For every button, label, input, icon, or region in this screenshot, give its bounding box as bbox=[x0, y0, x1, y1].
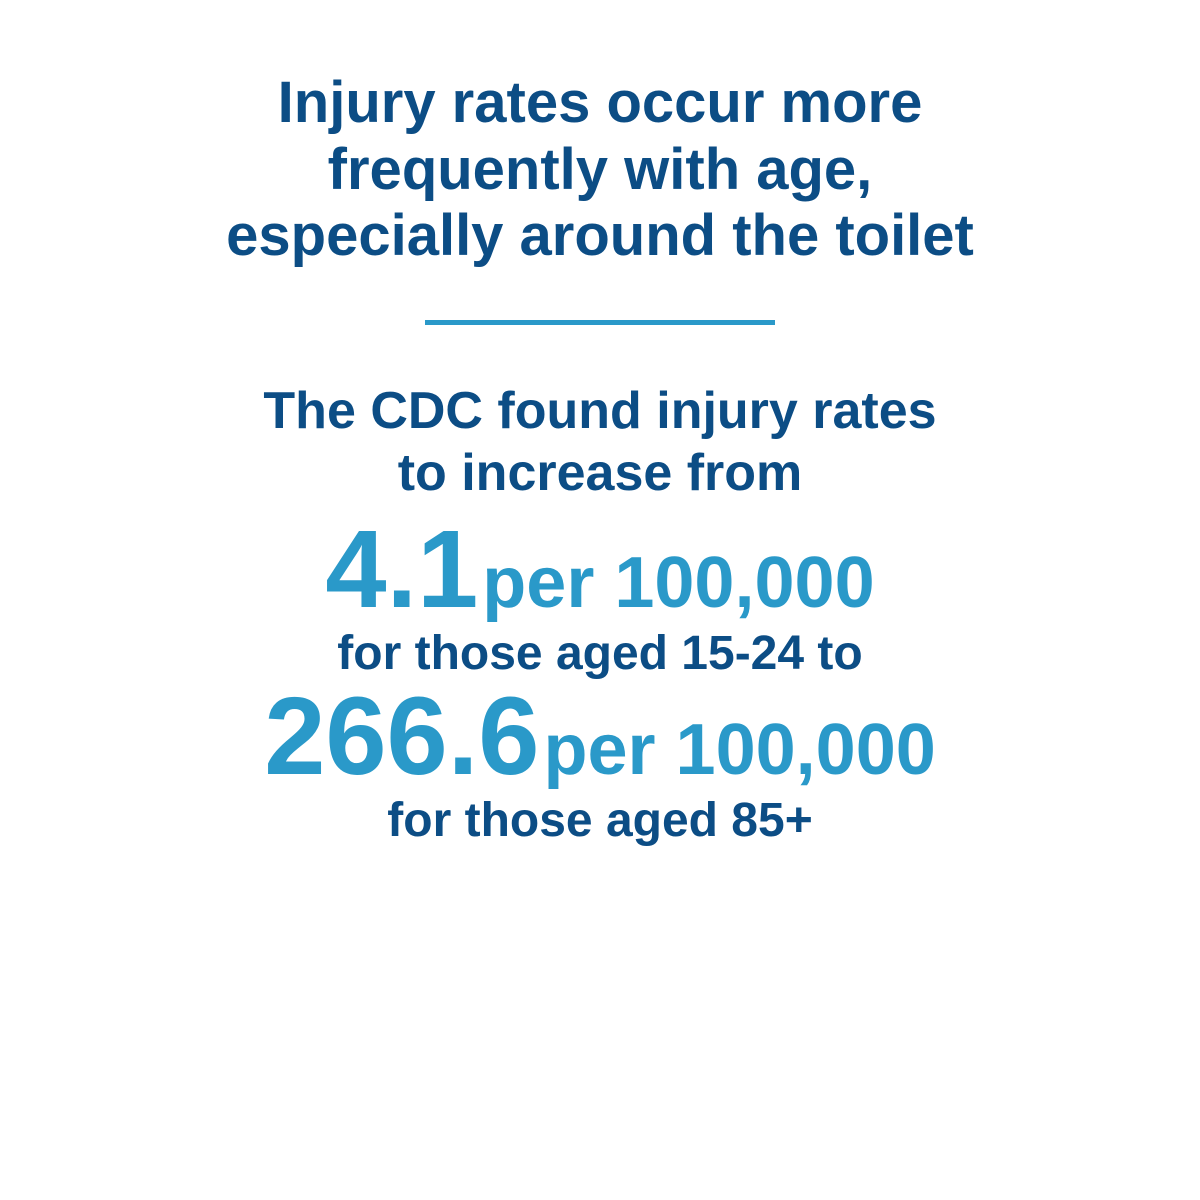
context-2: for those aged 85+ bbox=[387, 792, 812, 850]
headline-title: Injury rates occur more frequently with … bbox=[190, 70, 1010, 270]
stat-2-rest: per 100,000 bbox=[543, 714, 935, 786]
section-divider bbox=[425, 320, 775, 325]
stat-2-big: 266.6 bbox=[264, 682, 539, 792]
stats-section: The CDC found injury rates to increase f… bbox=[250, 380, 950, 850]
stat-2: 266.6 per 100,000 bbox=[264, 682, 936, 792]
context-1: for those aged 15-24 to bbox=[337, 625, 862, 683]
stat-1-rest: per 100,000 bbox=[482, 547, 874, 619]
stat-1-big: 4.1 bbox=[325, 515, 478, 625]
lead-text: The CDC found injury rates to increase f… bbox=[250, 380, 950, 505]
stat-1: 4.1 per 100,000 bbox=[325, 515, 874, 625]
